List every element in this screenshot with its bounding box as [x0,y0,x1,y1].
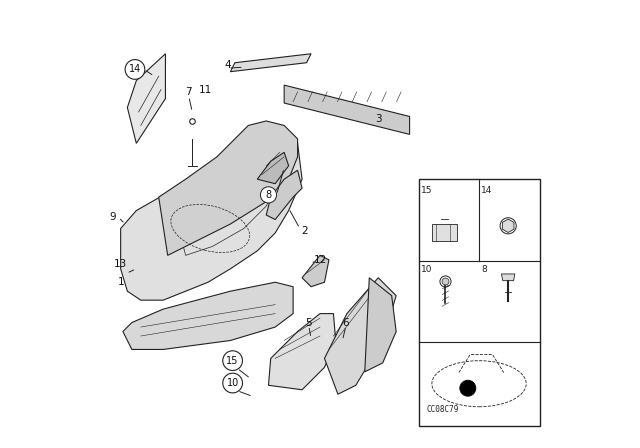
Text: 5: 5 [305,318,312,327]
Circle shape [260,187,276,203]
Text: 4: 4 [225,60,232,70]
Text: 7: 7 [186,87,192,97]
Text: 10: 10 [227,378,239,388]
Text: 1: 1 [117,277,124,287]
Circle shape [460,380,476,396]
Circle shape [125,60,145,79]
Polygon shape [127,251,150,287]
Polygon shape [269,314,336,390]
Text: 14: 14 [129,65,141,74]
Polygon shape [159,121,298,255]
Polygon shape [127,54,165,143]
Polygon shape [365,278,396,372]
Text: 8: 8 [266,190,271,200]
Polygon shape [230,54,311,72]
Text: 14: 14 [481,186,493,195]
Polygon shape [121,125,302,300]
Text: 12: 12 [314,255,326,265]
Text: 6: 6 [342,318,349,327]
Text: 2: 2 [301,226,308,236]
Polygon shape [257,152,289,184]
Text: 9: 9 [109,212,116,222]
Text: 11: 11 [199,85,212,95]
Text: 15: 15 [421,186,432,195]
Text: 10: 10 [421,265,432,274]
Text: CC08C79: CC08C79 [427,405,459,414]
Text: 3: 3 [375,114,381,124]
FancyBboxPatch shape [419,179,540,426]
Polygon shape [284,85,410,134]
Polygon shape [266,170,302,220]
Polygon shape [123,282,293,349]
Polygon shape [432,224,457,241]
Polygon shape [324,278,396,394]
Circle shape [223,351,243,370]
Polygon shape [302,255,329,287]
Text: 8: 8 [481,265,487,274]
Polygon shape [502,274,515,280]
Circle shape [500,218,516,234]
Circle shape [223,373,243,393]
Ellipse shape [432,361,526,407]
Text: 13: 13 [114,259,127,269]
Text: 15: 15 [227,356,239,366]
